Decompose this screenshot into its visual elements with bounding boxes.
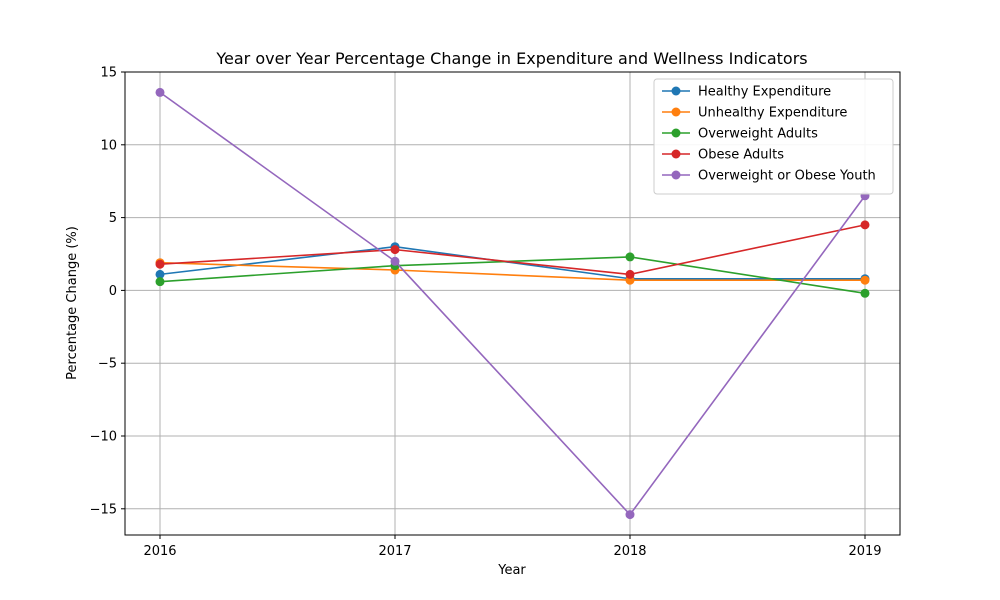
legend-item: Unhealthy Expenditure bbox=[662, 106, 847, 121]
series-overweight-or-obese-youth bbox=[155, 87, 870, 520]
ticks: 2016 2017 2018 2019 15 10 5 0 −5 −10 −15 bbox=[90, 66, 882, 560]
legend-marker bbox=[671, 149, 681, 159]
legend-label: Overweight Adults bbox=[698, 127, 818, 142]
legend-item: Overweight Adults bbox=[662, 127, 818, 142]
y-tick-label: 15 bbox=[100, 66, 117, 81]
legend-marker bbox=[671, 128, 681, 138]
legend-marker bbox=[671, 86, 681, 96]
data-point bbox=[155, 87, 165, 97]
legend: Healthy Expenditure Unhealthy Expenditure… bbox=[653, 78, 894, 195]
y-tick-label: 10 bbox=[100, 138, 117, 153]
data-point bbox=[860, 288, 870, 298]
series-line bbox=[159, 91, 866, 516]
x-tick-label: 2018 bbox=[613, 544, 646, 559]
y-tick-label: 0 bbox=[109, 284, 117, 299]
x-tick-label: 2016 bbox=[143, 544, 176, 559]
data-point bbox=[860, 275, 870, 285]
legend-label: Healthy Expenditure bbox=[698, 85, 831, 100]
series-obese-adults bbox=[155, 220, 870, 279]
legend-item: Obese Adults bbox=[662, 148, 784, 163]
data-point bbox=[155, 259, 165, 269]
legend-marker bbox=[671, 107, 681, 117]
legend-item: Healthy Expenditure bbox=[662, 85, 831, 100]
plot-frame bbox=[124, 71, 901, 536]
x-tick-label: 2017 bbox=[378, 544, 411, 559]
y-tick-label: −15 bbox=[90, 502, 117, 517]
legend-label: Unhealthy Expenditure bbox=[698, 106, 847, 121]
series-line bbox=[159, 224, 866, 276]
legend-marker bbox=[671, 170, 681, 180]
series-line bbox=[159, 261, 865, 282]
y-tick-label: −5 bbox=[98, 357, 117, 372]
y-tick-label: 5 bbox=[109, 211, 117, 226]
data-point bbox=[625, 510, 635, 520]
legend-label: Overweight or Obese Youth bbox=[698, 169, 876, 184]
data-point bbox=[390, 256, 400, 266]
data-point bbox=[155, 277, 165, 287]
data-point bbox=[860, 220, 870, 230]
x-axis-label: Year bbox=[497, 563, 526, 578]
data-point bbox=[625, 252, 635, 262]
y-tick-label: −10 bbox=[90, 429, 117, 444]
legend-box bbox=[653, 78, 894, 195]
legend-item: Overweight or Obese Youth bbox=[662, 169, 876, 184]
chart-title: Year over Year Percentage Change in Expe… bbox=[215, 49, 807, 68]
x-tick-label: 2019 bbox=[848, 544, 881, 559]
y-axis-label: Percentage Change (%) bbox=[65, 226, 80, 380]
data-point bbox=[625, 269, 635, 279]
legend-label: Obese Adults bbox=[698, 148, 784, 163]
series-layer bbox=[155, 87, 870, 520]
data-point bbox=[155, 269, 165, 279]
data-point bbox=[390, 245, 400, 255]
